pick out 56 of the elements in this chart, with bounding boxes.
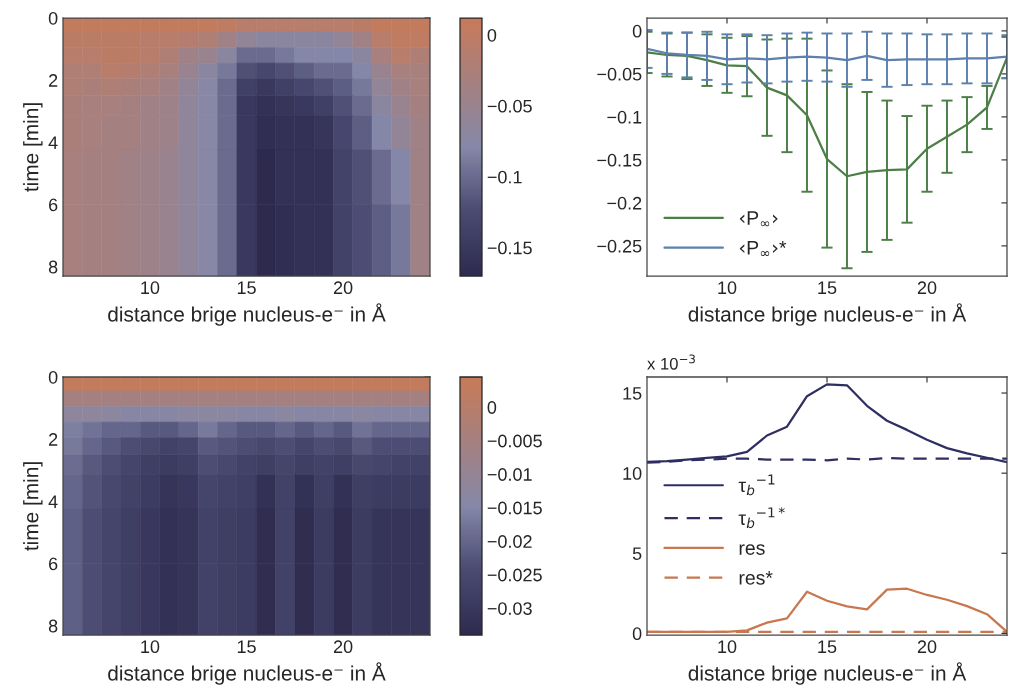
y-tick-label: 6	[49, 557, 58, 571]
y-tick-label: −0.1	[607, 110, 642, 124]
x-tick-label: 10	[718, 640, 737, 654]
y-tick-label: 10	[623, 467, 642, 480]
y-tick-label: 5	[632, 547, 642, 560]
color-bar-label: −0.01	[487, 468, 532, 481]
x-axis-title: distance brige nucleus-e⁻ in Å	[108, 303, 386, 326]
x-tick-label: 15	[818, 640, 837, 654]
y-tick-label: −0.25	[597, 239, 642, 253]
x-tick-label: 20	[917, 640, 937, 654]
y-tick-label: 6	[49, 198, 58, 212]
x-tick-label: 20	[917, 281, 937, 295]
color-bar-label: 0	[487, 401, 497, 414]
legend-label: τ$_{b}$$^{−1*}$	[738, 507, 785, 529]
x-tick-label: 15	[237, 640, 256, 654]
y-tick-label: 2	[49, 433, 58, 446]
color-bar-label: −0.02	[487, 535, 532, 548]
y-tick-label: 0	[632, 24, 642, 38]
legend-label: τ$_{b}$$^{−1}$	[738, 474, 775, 496]
y-tick-label: 4	[48, 495, 58, 508]
y-tick-label: 0	[48, 370, 58, 384]
text: x 10$^{−3}$	[647, 354, 695, 370]
x-tick-label: 10	[141, 640, 160, 654]
y-tick-label: 2	[49, 74, 58, 87]
y-tick-label: 4	[48, 136, 58, 149]
color-bar-label: −0.1	[487, 170, 522, 184]
legend-label: ‹P$_{∞}$›*	[739, 241, 787, 257]
color-bar-label: −0.005	[487, 434, 542, 448]
x-tick-label: 20	[333, 640, 353, 654]
x-tick-label: 15	[818, 281, 837, 295]
legend-label: res	[739, 544, 765, 555]
color-bar-label: 0	[487, 28, 497, 42]
y-tick-label: 0	[48, 11, 58, 25]
legend-label: ‹P$_{∞}$›	[739, 211, 778, 227]
y-axis-title: time [min]	[23, 462, 43, 551]
x-tick-label: 10	[141, 281, 160, 295]
y-axis-title: time [min]	[23, 103, 43, 192]
color-bar-label: −0.025	[487, 568, 542, 582]
color-bar-label: −0.015	[487, 501, 542, 515]
x-axis-title: distance brige nucleus-e⁻ in Å	[108, 662, 386, 685]
x-tick-label: 15	[237, 281, 256, 295]
legend-label: res*	[739, 571, 773, 585]
x-tick-label: 20	[333, 281, 353, 295]
x-tick-label: 10	[718, 281, 737, 295]
x-axis-title: distance brige nucleus-e⁻ in Å	[688, 303, 967, 326]
color-bar-label: −0.03	[487, 602, 532, 615]
x-axis-title: distance brige nucleus-e⁻ in Å	[688, 662, 967, 685]
color-bar-label: −0.15	[487, 241, 532, 255]
y-tick-label: −0.15	[597, 153, 642, 167]
y-tick-label: 8	[48, 260, 58, 274]
y-tick-label: 15	[623, 387, 642, 400]
y-tick-label: 8	[48, 619, 58, 633]
color-bar-label: −0.05	[487, 99, 532, 113]
y-tick-label: −0.2	[607, 196, 642, 210]
y-tick-label: −0.05	[597, 67, 642, 81]
y-tick-label: 0	[632, 627, 642, 641]
